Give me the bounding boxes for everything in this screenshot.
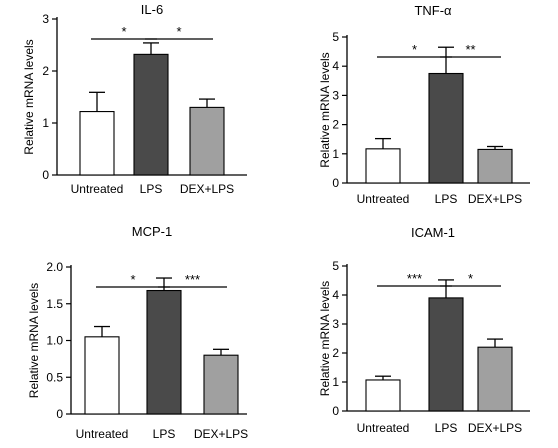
bar-lps: [146, 289, 182, 415]
chart-title: IL-6: [141, 2, 163, 17]
chart-title: ICAM-1: [411, 225, 455, 240]
bar-untreated: [365, 379, 401, 412]
y-tick-label: 5: [332, 30, 339, 44]
y-axis-label: Relative mRNA levels: [318, 52, 332, 167]
bar-lps: [428, 72, 464, 184]
y-tick-label: 2: [42, 64, 49, 78]
bar-lps: [428, 297, 464, 412]
y-tick-label: 2: [332, 118, 339, 132]
significance-marker: *: [121, 24, 126, 39]
bar-dex-lps: [477, 148, 513, 184]
bar-lps: [133, 53, 169, 176]
significance-marker: *: [130, 272, 135, 287]
y-tick-label: 0: [42, 168, 49, 182]
chart-title: MCP-1: [132, 224, 172, 239]
bar-untreated: [79, 111, 115, 176]
x-category-label: DEX+LPS: [180, 182, 234, 196]
x-category-label: Untreated: [71, 182, 124, 196]
y-axis-label: Relative mRNA levels: [318, 281, 332, 396]
significance-marker: *: [468, 271, 473, 286]
chart-panel-1: IL-6 Relative mRNA levels 0 1 2 3 Untreated LPS…: [22, 2, 247, 196]
bar-untreated: [84, 336, 120, 415]
significance-marker: **: [465, 42, 475, 57]
y-axis-label: Relative mRNA levels: [27, 283, 41, 398]
y-tick-label: 1.0: [46, 334, 63, 348]
x-category-label: LPS: [153, 427, 176, 441]
y-tick-label: 4: [332, 59, 339, 73]
y-tick-label: 1: [332, 147, 339, 161]
y-tick-label: 0.5: [46, 370, 63, 384]
x-category-label: LPS: [435, 192, 458, 206]
y-tick-label: 3: [332, 317, 339, 331]
chart-panel-3: MCP-1 Relative mRNA levels 0 0.5 1.0 1.5 2.0 Un…: [27, 224, 248, 441]
x-category-label: DEX+LPS: [194, 427, 248, 441]
y-tick-label: 2.0: [46, 260, 63, 274]
x-category-label: DEX+LPS: [468, 421, 522, 435]
significance-marker: ***: [185, 272, 200, 287]
x-category-label: Untreated: [357, 192, 410, 206]
y-tick-label: 4: [332, 288, 339, 302]
y-tick-label: 0: [332, 404, 339, 418]
bar-dex-lps: [477, 346, 513, 412]
y-tick-label: 5: [332, 259, 339, 273]
y-tick-label: 3: [332, 88, 339, 102]
y-tick-label: 1.5: [46, 297, 63, 311]
y-tick-label: 3: [42, 12, 49, 26]
chart-title: TNF-α: [414, 3, 452, 18]
significance-marker: ***: [407, 271, 422, 286]
y-tick-label: 0: [332, 176, 339, 190]
y-axis-label: Relative mRNA levels: [22, 39, 36, 154]
x-category-label: DEX+LPS: [468, 192, 522, 206]
y-tick-label: 1: [332, 375, 339, 389]
significance-marker: *: [176, 24, 181, 39]
y-tick-label: 2: [332, 346, 339, 360]
significance-marker: *: [412, 42, 417, 57]
x-category-label: LPS: [435, 421, 458, 435]
y-tick-label: 0: [56, 407, 63, 421]
y-tick-label: 1: [42, 116, 49, 130]
x-category-label: Untreated: [76, 427, 129, 441]
bar-dex-lps: [189, 106, 225, 176]
bar-dex-lps: [203, 354, 239, 415]
x-category-label: Untreated: [357, 421, 410, 435]
bar-untreated: [365, 148, 401, 184]
x-category-label: LPS: [140, 182, 163, 196]
